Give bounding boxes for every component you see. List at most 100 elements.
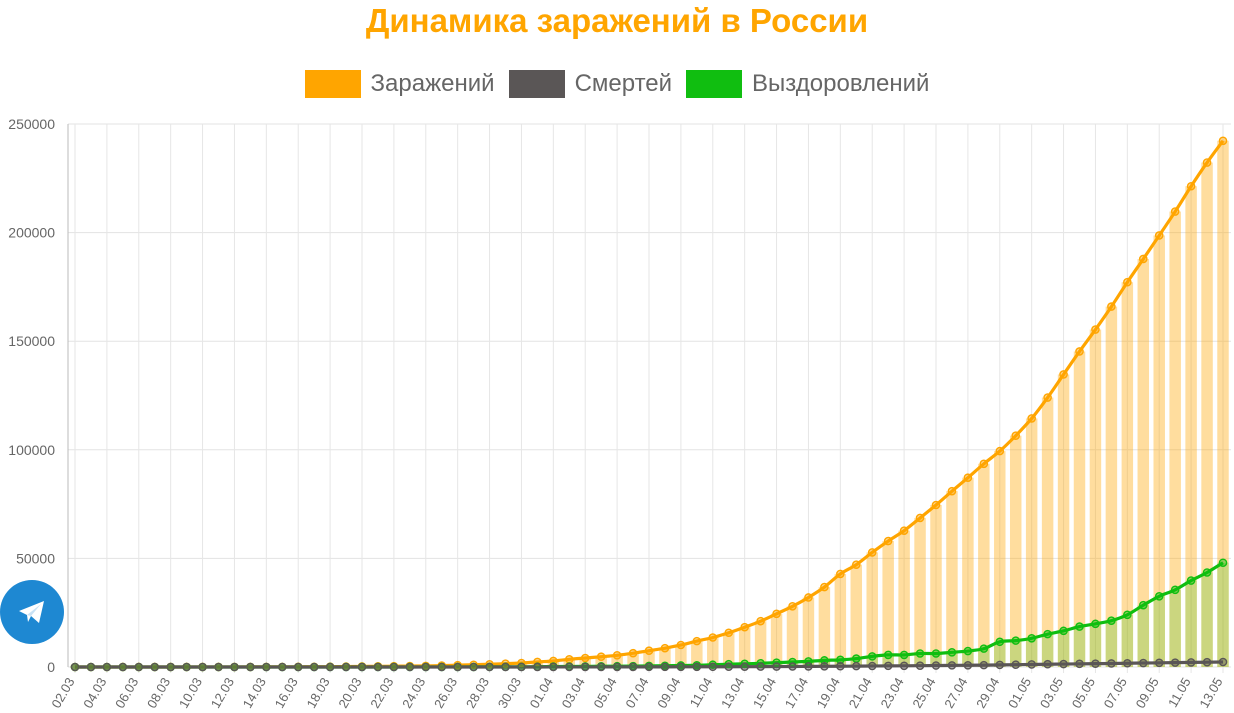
point-deaths [1075,659,1084,669]
point-infected [804,593,813,602]
point-infected [724,628,734,638]
x-tick-label: 11.05 [1165,675,1194,710]
bar-recovered [1009,640,1022,667]
legend-swatch-recovered [686,70,743,98]
point-infected [740,622,749,632]
point-recovered [1123,610,1132,620]
bar-recovered [866,656,878,667]
point-infected [564,654,574,664]
point-infected [867,548,877,557]
point-deaths [485,662,494,672]
point-infected [1202,158,1212,167]
bar-infected [754,621,767,667]
bar-recovered [994,641,1006,667]
point-deaths [628,662,638,672]
point-deaths [389,662,399,672]
point-deaths [1170,658,1180,667]
bar-infected [691,641,703,667]
point-deaths [118,662,128,672]
legend-swatch-infected [304,70,361,98]
bar-infected [643,650,655,667]
x-tick-label: 03.04 [559,675,588,711]
bar-recovered [1105,620,1118,667]
point-infected [1075,347,1084,356]
bar-infected [1073,351,1086,667]
bar-infected [930,504,942,667]
point-deaths [836,661,845,671]
x-tick-label: 17.04 [782,675,811,711]
point-infected [820,582,829,592]
legend-item-infected[interactable]: Заражений [304,70,495,98]
point-recovered [1027,633,1036,643]
bar-infected [1201,162,1213,667]
point-recovered [899,650,909,660]
legend-item-deaths[interactable]: Смертей [508,70,672,98]
point-recovered [915,649,925,658]
bar-recovered [1153,596,1165,667]
bar-infected [818,587,831,667]
chart-legend: Заражений Смертей Выздоровлений [0,70,1234,98]
x-tick-label: 05.04 [590,675,619,711]
x-tick-label: 21.04 [846,675,875,711]
x-tick-label: 29.04 [973,675,1002,711]
point-deaths [915,661,925,670]
bar-recovered [930,653,942,667]
bar-infected [531,661,544,667]
chart-title: Динамика заражений в России [365,2,869,39]
bar-infected [627,653,639,667]
legend-swatch-deaths [508,70,565,98]
y-tick-label: 200000 [8,225,55,241]
point-deaths [772,662,781,671]
x-tick-label: 02.03 [48,675,77,711]
point-deaths [1154,658,1164,668]
point-deaths [549,662,558,672]
point-infected [676,640,686,650]
bar-infected [946,491,958,667]
point-recovered [1138,600,1148,610]
y-tick-label: 100000 [8,442,55,458]
point-infected [979,459,989,469]
point-deaths [804,662,813,671]
point-deaths [660,662,670,672]
point-deaths [612,662,622,672]
x-tick-label: 13.04 [718,675,747,711]
point-infected [899,526,909,535]
bar-recovered [1041,634,1054,667]
point-recovered [836,655,845,665]
bar-infected [1057,374,1070,667]
point-deaths [357,662,367,672]
legend-item-recovered[interactable]: Выздоровлений [686,70,929,98]
point-deaths [979,660,989,670]
point-deaths [564,662,574,672]
telegram-share-button[interactable] [0,580,64,644]
line-deaths [74,660,1224,669]
x-tick-label: 23.04 [877,675,906,711]
point-deaths [134,662,144,672]
point-deaths [756,662,765,671]
x-tick-label: 22.03 [367,675,396,711]
point-infected [580,653,590,663]
point-infected [1186,181,1196,191]
point-deaths [102,662,112,672]
point-infected [995,446,1005,456]
bar-infected [882,541,894,667]
point-deaths [214,662,223,672]
point-recovered [740,659,749,669]
bar-infected [978,463,990,667]
point-recovered [1186,576,1196,585]
x-tick-label: 08.03 [144,675,173,711]
point-recovered [1059,626,1068,636]
x-tick-label: 05.05 [1069,675,1098,711]
point-recovered [1170,585,1180,595]
point-deaths [1043,659,1052,669]
point-infected [1011,431,1021,440]
point-deaths [820,662,829,671]
bar-infected [1009,435,1022,667]
point-recovered [1154,592,1164,601]
point-infected [596,652,606,662]
x-tick-label: 12.03 [208,675,237,711]
point-deaths [230,662,239,672]
point-recovered [867,652,877,661]
bar-infected [914,517,926,667]
point-infected [1154,231,1164,240]
